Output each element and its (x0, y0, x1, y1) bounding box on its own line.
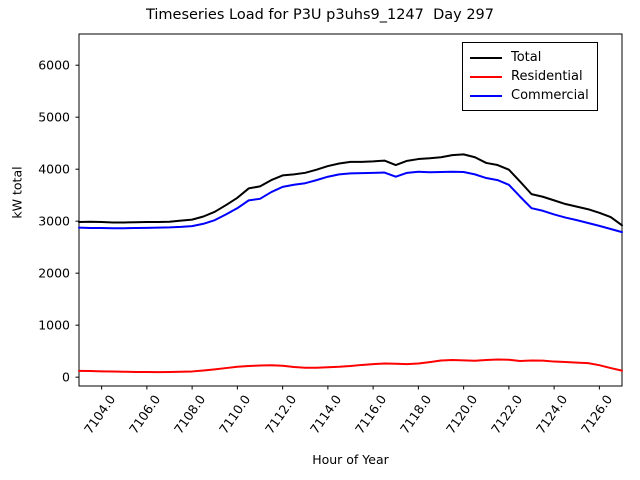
series-line-total (78, 153, 623, 227)
legend-swatch-residential (470, 75, 502, 78)
y-tick-label: 6000 (38, 57, 70, 73)
y-tick-label: 2000 (38, 265, 70, 281)
chart-title: Timeseries Load for P3U p3uhs9_1247 Day … (145, 7, 495, 23)
y-tick-label: 0 (62, 369, 70, 385)
series-line-commercial (78, 170, 623, 234)
legend-item-commercial: Commercial (470, 86, 589, 105)
legend-item-residential: Residential (470, 67, 589, 86)
legend-label-total: Total (511, 50, 542, 65)
legend-swatch-total (470, 56, 502, 59)
y-tick-label: 4000 (38, 161, 70, 177)
legend-item-total: Total (470, 48, 589, 67)
y-tick-label: 3000 (38, 213, 70, 229)
x-axis-label: Hour of Year (312, 452, 389, 467)
series-line-residential (78, 358, 623, 374)
series-lines (78, 153, 623, 374)
legend-label-commercial: Commercial (511, 88, 589, 103)
legend-label-residential: Residential (511, 69, 583, 84)
y-tick-label: 1000 (38, 317, 70, 333)
legend-swatch-commercial (470, 94, 502, 97)
y-tick-label: 5000 (38, 109, 70, 125)
x-tick-marks (101, 386, 600, 390)
chart-legend: Total Residential Commercial (462, 42, 598, 111)
